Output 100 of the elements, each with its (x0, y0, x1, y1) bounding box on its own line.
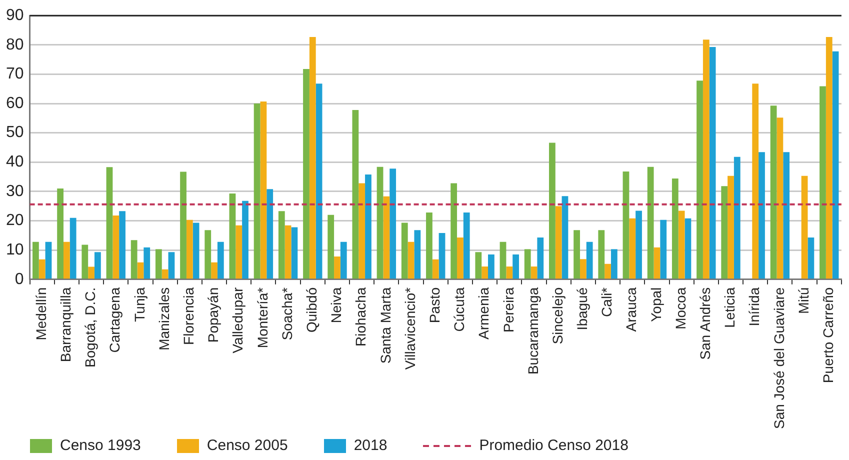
bar (770, 106, 777, 279)
x-tick-label: Leticia (722, 287, 738, 328)
x-tick-label: Sincelejo (549, 287, 566, 344)
x-tick-label: Inírida (746, 287, 762, 326)
x-tick-label: Armenia (476, 287, 492, 340)
bar (512, 254, 519, 279)
bar (696, 80, 703, 279)
bar (291, 227, 298, 279)
bar (70, 218, 76, 279)
bar (112, 215, 120, 279)
bar (555, 206, 562, 279)
bar (155, 249, 162, 279)
x-tick-label: Manizales (156, 287, 172, 350)
x-tick-label: Popayán (205, 287, 222, 343)
bar (832, 51, 839, 279)
bar (137, 262, 144, 279)
bar (580, 259, 586, 279)
bar (537, 237, 544, 279)
bar (678, 210, 685, 279)
y-tick-label: 80 (6, 36, 24, 54)
x-tick-label: San José del Guaviare (770, 287, 787, 429)
x-tick-label: Mitú (795, 287, 812, 314)
bar (334, 256, 340, 279)
bar (801, 176, 808, 279)
bar (574, 230, 580, 279)
x-tick-label: Barranquilla (58, 287, 74, 362)
bar (303, 68, 310, 279)
y-tick-label: 0 (14, 270, 24, 288)
x-tick-label: Cali* (598, 286, 615, 317)
bar (500, 242, 506, 279)
bar (530, 266, 538, 279)
bar (758, 152, 765, 279)
bar (475, 252, 482, 279)
bar (130, 240, 138, 279)
bar (629, 218, 636, 279)
x-tick-label: Quibdó (304, 287, 320, 333)
bar (266, 189, 274, 279)
bar (358, 183, 366, 279)
x-tick-label: Medellín (32, 287, 49, 340)
x-tick-label: Soacha* (278, 286, 295, 340)
bar (721, 186, 728, 279)
x-tick-label: San Andrés (697, 287, 714, 360)
bar (734, 156, 740, 279)
x-tick-label: Cartagena (106, 287, 123, 353)
bar (119, 211, 126, 279)
legend-label: Promedio Censo 2018 (479, 437, 628, 454)
bar (586, 242, 593, 279)
bar (309, 36, 316, 279)
x-tick-label: Pereira (500, 287, 516, 332)
y-tick-label: 30 (6, 182, 24, 200)
bar (408, 242, 414, 279)
x-tick-label: Florencia (180, 287, 197, 345)
bar (728, 176, 734, 279)
bar (709, 46, 716, 279)
bar (278, 211, 285, 279)
y-tick-label: 50 (6, 124, 24, 142)
bar (63, 242, 70, 279)
x-tick-label: Bucaramanga (524, 287, 541, 375)
bar (340, 242, 347, 279)
bar (604, 264, 611, 279)
y-tick-label: 70 (6, 66, 24, 83)
bar (622, 172, 630, 279)
bar (506, 266, 513, 279)
bar (284, 225, 292, 279)
bar (672, 178, 678, 279)
x-tick-label: Pasto (426, 287, 442, 324)
bar (783, 152, 790, 279)
x-tick-label: Riohacha (352, 287, 369, 347)
legend-label: Censo 1993 (60, 437, 141, 454)
bar (365, 174, 372, 279)
bar (482, 266, 488, 279)
x-tick-label: Cúcuta (451, 287, 468, 332)
bar (752, 84, 759, 279)
bar (192, 222, 200, 279)
bar (94, 252, 101, 279)
bar (820, 86, 826, 279)
y-tick-label: 10 (6, 241, 24, 258)
bar (88, 266, 94, 279)
bar (180, 172, 186, 279)
legend-label: Censo 2005 (206, 437, 288, 454)
bar (32, 242, 39, 279)
bar (82, 244, 88, 279)
bar (390, 168, 396, 279)
x-tick-label: Ibagué (574, 287, 590, 330)
bar (383, 196, 390, 279)
y-tick-label: 40 (6, 154, 24, 171)
bar (826, 36, 832, 279)
bar (204, 230, 212, 279)
bar (236, 225, 242, 279)
y-tick-label: 60 (6, 94, 24, 112)
bar (432, 259, 439, 279)
x-tick-label: Neiva (328, 287, 344, 324)
bar (562, 196, 568, 279)
bar (211, 262, 218, 279)
bar (414, 230, 421, 279)
bar (217, 242, 224, 279)
x-tick-label: Puerto Carreño (820, 287, 836, 384)
bar (457, 237, 464, 279)
bar (352, 110, 359, 279)
bar (463, 212, 470, 279)
